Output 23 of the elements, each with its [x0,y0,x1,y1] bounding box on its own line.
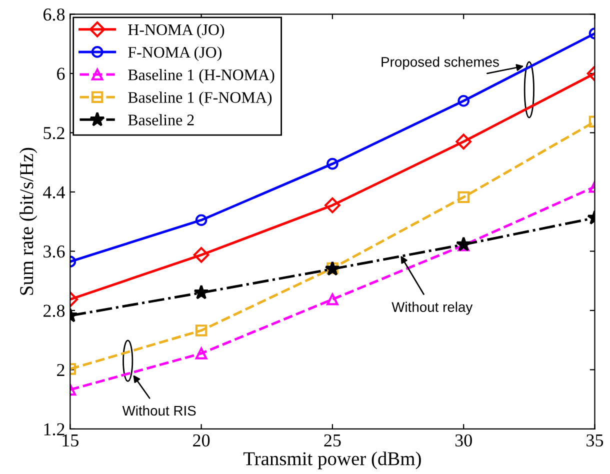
legend-label: Baseline 2 [128,114,194,126]
x-axis-title: Transmit power (dBm) [244,452,421,470]
y-tick-label: 6 [57,68,65,80]
x-tick-label: 35 [586,434,604,447]
legend-label: F-NOMA (JO) [128,46,222,61]
y-tick-label: 3.6 [44,246,65,258]
x-tick-label: 20 [193,434,210,447]
x-tick-label: 25 [324,434,341,447]
y-tick-label: 2 [57,364,64,376]
y-tick-label: 4.4 [43,186,66,198]
y-axis-title: Sum rate (bit/s/Hz) [20,148,38,295]
annotation: Without RIS [122,405,196,416]
legend-label: H-NOMA (JO) [128,24,224,38]
legend-label: Baseline 1 (F-NOMA) [128,92,272,106]
annotation: Without relay [392,302,473,315]
y-tick-label: 5.2 [44,127,64,140]
y-tick-label: 6.8 [43,8,65,21]
x-tick-label: 15 [62,434,78,447]
legend-label: Baseline 1 (H-NOMA) [128,69,274,84]
y-tick-label: 2.8 [44,304,65,317]
annotation: Proposed schemes [382,56,499,70]
x-tick-label: 30 [455,434,472,447]
y-tick-label: 1.2 [44,423,64,436]
